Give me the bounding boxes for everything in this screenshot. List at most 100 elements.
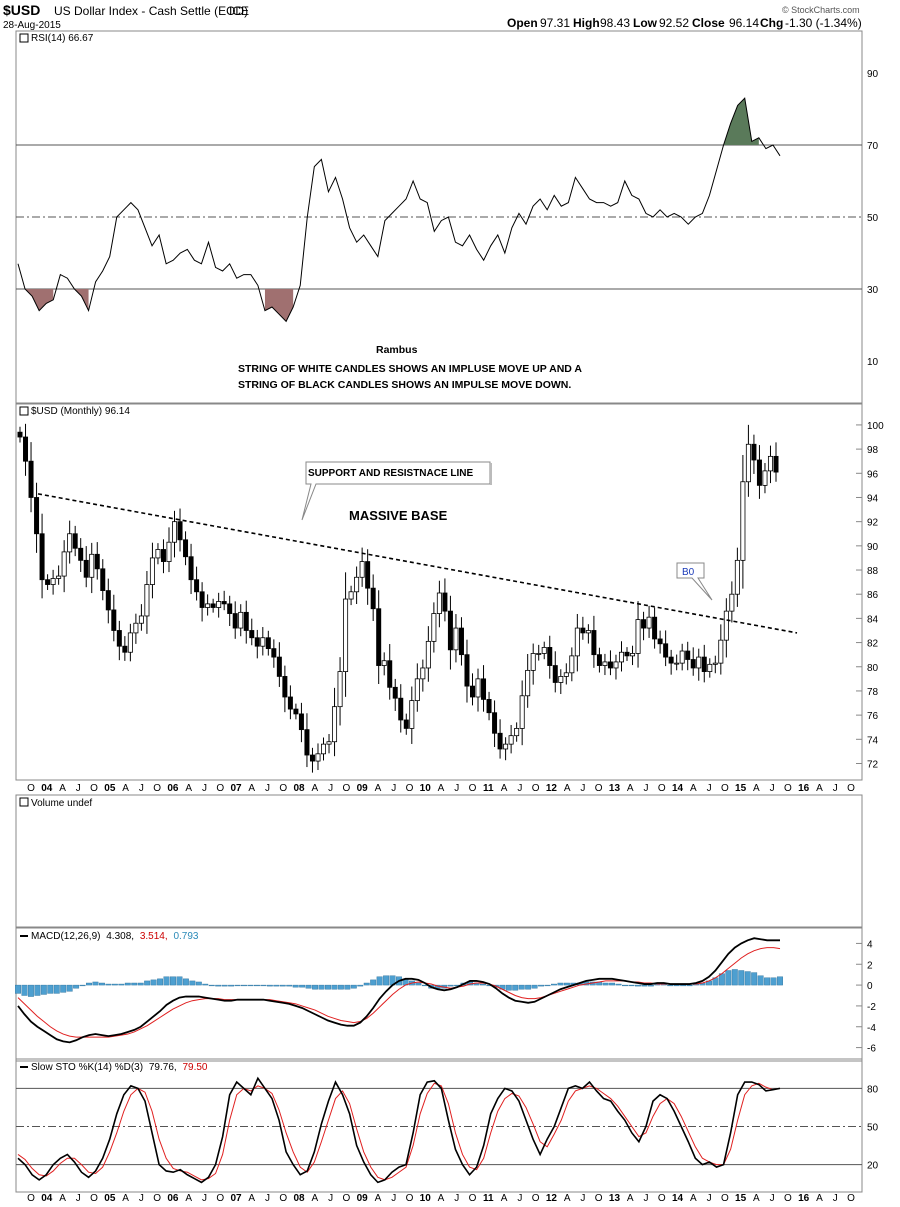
header-symbol: $USD bbox=[3, 2, 40, 18]
candle-up bbox=[431, 613, 437, 642]
candle-up bbox=[729, 593, 735, 612]
open-label: Open bbox=[507, 16, 538, 30]
candle-up bbox=[525, 669, 531, 697]
x-axis-label: O bbox=[216, 783, 224, 794]
macd-histogram-bar bbox=[363, 982, 370, 986]
candle-up bbox=[127, 632, 133, 653]
macd-ytick-2: 2 bbox=[867, 960, 873, 971]
sto-ytick-20: 20 bbox=[867, 1161, 879, 1172]
x-axis-label: 11 bbox=[483, 1193, 494, 1204]
x-axis-label: J bbox=[265, 783, 270, 794]
chg-value: -1.30 (-1.34%) bbox=[785, 16, 862, 30]
candle-down bbox=[652, 616, 658, 640]
x-axis-label: A bbox=[627, 783, 634, 794]
x-axis-label: 12 bbox=[546, 783, 558, 794]
candle-up bbox=[67, 533, 73, 553]
candle-up bbox=[707, 663, 713, 672]
price-ytick-72: 72 bbox=[867, 759, 879, 770]
price-ytick-74: 74 bbox=[867, 735, 879, 746]
macd-legend-signal: 3.514, bbox=[140, 931, 168, 942]
macd-histogram-bar bbox=[21, 984, 28, 996]
x-axis-label: A bbox=[564, 1193, 571, 1204]
low-label: Low bbox=[633, 16, 658, 30]
sto-k-line bbox=[17, 1076, 781, 1184]
macd-histogram-bar bbox=[47, 984, 54, 994]
x-axis-label: J bbox=[391, 783, 396, 794]
candle-down bbox=[773, 455, 779, 473]
macd-layer: 4 2 0 -2 -4 -6 bbox=[15, 937, 876, 1055]
candle-up bbox=[585, 630, 591, 634]
high-value: 98.43 bbox=[600, 16, 630, 30]
price-ytick-92: 92 bbox=[867, 518, 879, 529]
macd-histogram-bar bbox=[266, 984, 273, 987]
macd-histogram-bar bbox=[40, 984, 47, 995]
rsi-line bbox=[17, 97, 781, 323]
x-axis-label: O bbox=[153, 783, 161, 794]
x-axis-label: A bbox=[248, 783, 255, 794]
sto-ytick-50: 50 bbox=[867, 1123, 879, 1134]
x-axis-label: 10 bbox=[420, 783, 432, 794]
macd-histogram-bar bbox=[195, 981, 202, 986]
candle-up bbox=[453, 627, 459, 651]
candle-down bbox=[596, 654, 602, 666]
note-line-2: STRING OF BLACK CANDLES SHOWS AN IMPULSE… bbox=[238, 379, 571, 391]
candle-up bbox=[343, 598, 349, 672]
x-axis-label: J bbox=[76, 783, 81, 794]
x-axis-label: O bbox=[90, 1193, 98, 1204]
macd-histogram-bar bbox=[622, 984, 628, 987]
macd-histogram-bar bbox=[131, 982, 138, 986]
candle-down bbox=[690, 659, 696, 669]
x-axis-label: 13 bbox=[609, 783, 621, 794]
candle-down bbox=[492, 712, 498, 734]
macd-ytick--6: -6 bbox=[867, 1044, 876, 1055]
x-axis-label: 14 bbox=[672, 1193, 684, 1204]
x-axis-label: A bbox=[564, 783, 571, 794]
x-axis-label: 09 bbox=[357, 783, 369, 794]
b0-label: B0 bbox=[682, 567, 695, 578]
macd-histogram-bar bbox=[673, 984, 680, 987]
rsi-legend-text: RSI(14) 66.67 bbox=[31, 33, 94, 44]
candle-down bbox=[100, 568, 106, 591]
macd-histogram-bar bbox=[563, 982, 570, 986]
x-axis-label: A bbox=[501, 1193, 508, 1204]
candle-up bbox=[618, 651, 624, 663]
candle-down bbox=[293, 708, 299, 715]
x-axis-label: 06 bbox=[167, 1193, 179, 1204]
candle-down bbox=[45, 579, 51, 585]
macd-histogram-bar bbox=[73, 984, 80, 989]
candle-up bbox=[674, 662, 680, 665]
macd-signal-line bbox=[17, 947, 781, 1038]
macd-histogram-bar bbox=[415, 982, 422, 986]
x-axis-label: O bbox=[532, 783, 540, 794]
x-axis-label: A bbox=[627, 1193, 634, 1204]
macd-histogram-bar bbox=[634, 984, 641, 987]
candle-down bbox=[34, 497, 40, 535]
macd-histogram-bar bbox=[176, 976, 183, 986]
candle-up bbox=[326, 741, 332, 745]
candle-down bbox=[72, 533, 78, 549]
macd-ytick-0: 0 bbox=[867, 981, 873, 992]
candle-down bbox=[177, 521, 183, 541]
x-axis-label: A bbox=[185, 783, 192, 794]
macd-histogram-bar bbox=[86, 982, 92, 986]
rsi-overbought-area bbox=[723, 98, 759, 145]
macd-ytick--4: -4 bbox=[867, 1023, 876, 1034]
x-axis-label: 10 bbox=[420, 1193, 432, 1204]
candle-down bbox=[458, 627, 464, 656]
macd-histogram-bar bbox=[764, 977, 771, 986]
macd-histogram-bar bbox=[480, 983, 486, 986]
macd-histogram-bar bbox=[27, 984, 34, 997]
x-axis-label: 15 bbox=[735, 1193, 747, 1204]
macd-histogram-bar bbox=[182, 978, 189, 986]
low-value: 92.52 bbox=[659, 16, 689, 30]
candle-down bbox=[282, 676, 288, 698]
candle-down bbox=[122, 645, 128, 653]
x-axis-label: O bbox=[784, 1193, 792, 1204]
candle-up bbox=[519, 695, 525, 729]
candle-up bbox=[530, 653, 536, 671]
candle-down bbox=[23, 436, 29, 462]
b0-callout: B0 bbox=[676, 562, 713, 601]
candle-down bbox=[265, 637, 271, 650]
macd-legend-prefix: MACD(12,26,9) bbox=[31, 931, 100, 942]
candle-up bbox=[602, 661, 608, 666]
